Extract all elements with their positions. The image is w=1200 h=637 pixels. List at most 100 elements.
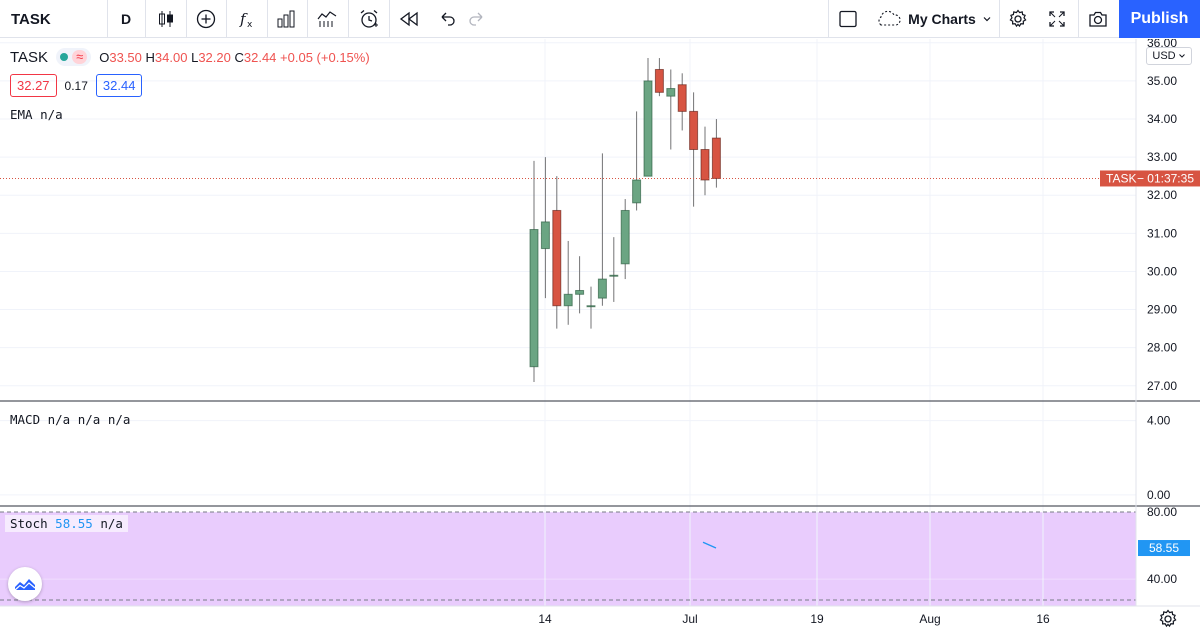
candle[interactable] [563,240,573,325]
candle-body-up [563,293,573,307]
open-value: 33.50 [109,49,142,65]
bar-countdown: − 01:37:35 [1137,171,1194,185]
price-tick-label: 33.00 [1147,150,1177,164]
low-value: 32.20 [198,49,231,65]
candle-body-up [632,179,642,204]
price-tick-label: 28.00 [1147,341,1177,355]
price-tick-label: 27.00 [1147,379,1177,393]
currency-label: USD [1152,50,1176,62]
toolbar-divider [186,0,187,38]
time-tick-label: Aug [919,612,940,626]
price-tick-label: 35.00 [1147,74,1177,88]
candle[interactable] [575,256,585,314]
price-tick-label: 29.00 [1147,303,1177,317]
stoch-value: 58.55 [55,516,93,531]
last-price-label-bg [1100,170,1200,187]
stoch-last-value: 58.55 [1149,541,1179,555]
candle[interactable] [552,176,562,329]
compare-plus-icon[interactable] [188,0,224,38]
ema-legend[interactable]: EMA n/a [10,107,63,122]
candles-icon[interactable] [148,0,184,38]
price-tick-label: 31.00 [1147,226,1177,240]
price-tick-label: 36.00 [1147,39,1177,50]
time-tick-label: 14 [538,612,552,626]
publish-button[interactable]: Publish [1119,0,1200,38]
macd-tick-label: 0.00 [1147,488,1171,502]
time-tick-label: 19 [810,612,824,626]
candle[interactable] [700,126,710,196]
candle[interactable] [609,237,619,302]
toolbar-divider [226,0,227,38]
candle-body-down [711,137,721,179]
market-status-pill[interactable]: ≈ [56,48,92,66]
replay-rewind-icon[interactable] [391,0,427,38]
candle-body-down [677,84,687,112]
fullscreen-square-icon[interactable] [830,0,866,38]
toolbar-divider [307,0,308,38]
candle[interactable] [620,199,630,280]
candle-body-up [597,278,607,299]
financials-bars-icon[interactable] [268,0,304,38]
my-charts-label: My Charts [908,11,976,27]
toolbar-divider [1078,0,1079,38]
last-price-symbol: TASK [1106,171,1136,185]
expand-icon[interactable] [1039,0,1075,38]
templates-icon[interactable] [309,0,345,38]
bid-ask-boxes: 32.27 0.17 32.44 [10,74,143,97]
chevron-down-icon [1178,52,1186,60]
candle-body-up [586,305,596,308]
candle-body-up [666,88,676,97]
alert-clock-icon[interactable] [351,0,387,38]
change-value: +0.05 (+0.15%) [280,49,370,65]
candle-body-down [654,68,664,93]
currency-selector[interactable]: USD [1146,47,1192,65]
toolbar-divider [348,0,349,38]
market-open-dot-icon [60,53,69,61]
chart-canvas[interactable]: 27.00 28.00 29.00 30.00 31.00 32.00 33.00 34.00… [0,39,1200,637]
sell-price-button[interactable]: 32.27 [10,74,57,97]
candle[interactable] [643,58,653,177]
my-charts-button[interactable]: My Charts [866,0,1000,38]
redo-icon[interactable] [459,0,495,38]
interval-button[interactable]: D [120,11,132,27]
time-tick-label: 16 [1036,612,1050,626]
candle-body-down [700,149,710,181]
price-tick-label: 30.00 [1147,264,1177,278]
stoch-label: Stoch [10,516,48,531]
chart-settings-gear-icon[interactable] [1157,608,1179,630]
candle[interactable] [540,157,550,299]
camera-icon[interactable] [1080,0,1116,38]
symbol-search-button[interactable]: TASK [11,10,51,28]
undo-icon[interactable] [429,0,465,38]
candle[interactable] [711,119,721,188]
stoch-legend[interactable]: Stoch 58.55 n/a [5,515,128,532]
data-delay-wave-icon: ≈ [72,50,88,64]
tradingview-logo[interactable] [8,567,42,601]
chevron-down-icon [982,14,992,24]
high-value: 34.00 [154,49,188,65]
candle[interactable] [597,153,607,306]
candle[interactable] [529,160,539,382]
candle[interactable] [586,286,596,329]
toolbar-divider [107,0,108,38]
macd-legend[interactable]: MACD n/a n/a n/a [10,412,131,427]
candle[interactable] [677,73,687,131]
close-value: 32.44 [243,49,277,65]
ohlc-values: O33.50 H34.00 L32.20 C32.44 +0.05 (+0.15… [99,49,370,65]
legend-symbol: TASK [10,48,49,66]
candle[interactable] [632,111,642,211]
candle-body-down [552,209,562,307]
candle[interactable] [654,58,664,97]
cloud-icon [874,10,902,28]
stoch-series-line[interactable] [702,541,717,549]
candle-body-up [575,289,585,295]
spread-value: 0.17 [64,78,88,93]
settings-gear-icon[interactable] [1000,0,1036,38]
candle-body-up [620,209,630,265]
buy-price-button[interactable]: 32.44 [95,74,143,97]
candle[interactable] [666,69,676,150]
stoch-tick-label: 80.00 [1147,505,1177,519]
candle[interactable] [689,92,699,207]
